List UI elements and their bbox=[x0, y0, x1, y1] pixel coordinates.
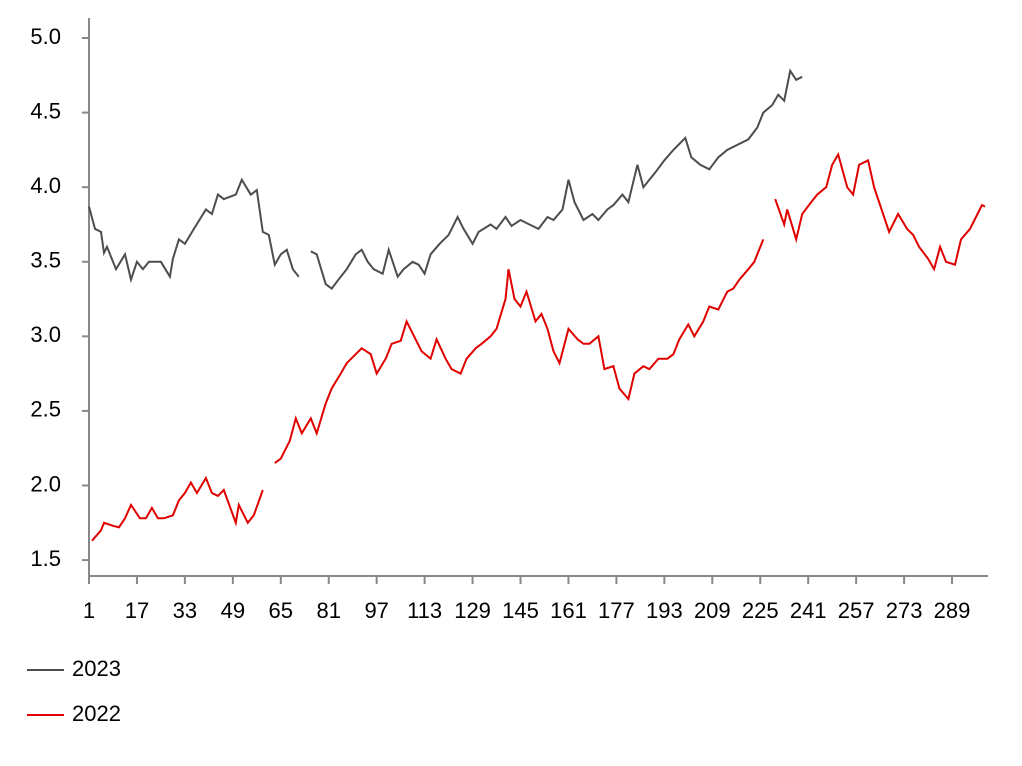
y-tick-label: 4.5 bbox=[30, 98, 61, 123]
x-tick-label: 113 bbox=[407, 598, 442, 623]
x-tick-label: 1 bbox=[83, 598, 95, 623]
x-tick-label: 145 bbox=[502, 598, 539, 623]
x-tick-label: 257 bbox=[838, 598, 875, 623]
x-tick-label: 81 bbox=[316, 598, 340, 623]
x-tick-label: 129 bbox=[454, 598, 491, 623]
x-tick-label: 241 bbox=[790, 598, 827, 623]
x-tick-label: 193 bbox=[646, 598, 683, 623]
line-series bbox=[91, 151, 986, 542]
x-tick-label: 97 bbox=[364, 598, 388, 623]
x-tick-label: 17 bbox=[125, 598, 149, 623]
y-tick-label: 3.0 bbox=[30, 322, 61, 347]
y-tick-label: 5.0 bbox=[30, 24, 61, 49]
x-tick-label: 225 bbox=[742, 598, 779, 623]
y-tick-label: 4.0 bbox=[30, 173, 61, 198]
x-tick-label: 273 bbox=[886, 598, 923, 623]
y-tick-label: 2.0 bbox=[30, 471, 61, 496]
y-tick-label: 2.5 bbox=[30, 397, 61, 422]
x-tick-label: 209 bbox=[694, 598, 731, 623]
x-tick-label: 161 bbox=[550, 598, 587, 623]
line-series bbox=[88, 68, 803, 290]
x-tick-label: 49 bbox=[221, 598, 245, 623]
legend-label: 2022 bbox=[72, 701, 121, 726]
y-tick-label: 3.5 bbox=[30, 248, 61, 273]
y-tick-label: 1.5 bbox=[30, 546, 61, 571]
x-tick-label: 65 bbox=[269, 598, 293, 623]
x-tick-label: 289 bbox=[934, 598, 971, 623]
legend-label: 2023 bbox=[72, 656, 121, 681]
x-tick-label: 33 bbox=[173, 598, 197, 623]
x-tick-label: 177 bbox=[598, 598, 635, 623]
